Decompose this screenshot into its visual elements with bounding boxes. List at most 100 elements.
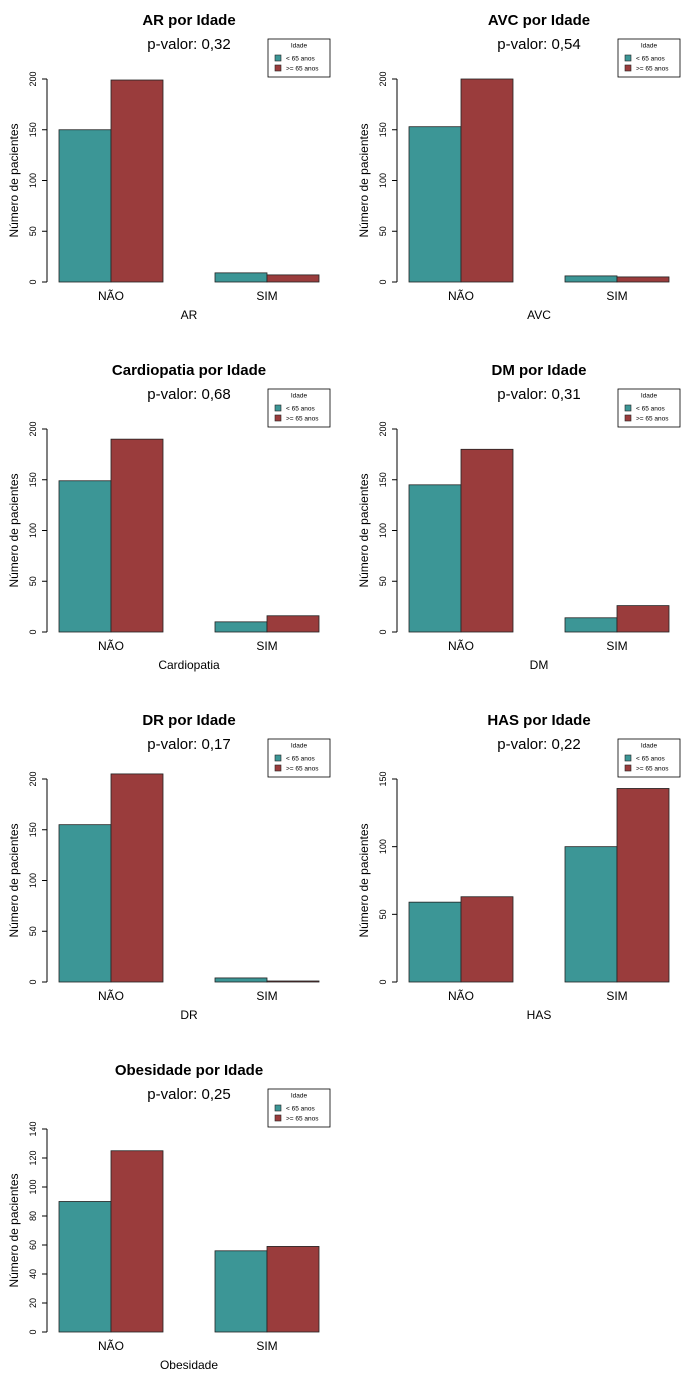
legend-label: < 65 anos: [636, 756, 665, 763]
legend: Idade < 65 anos >= 65 anos: [267, 1088, 331, 1128]
chart-panel-6: Obesidade por Idade p-valor: 0,25 0 20 40 60 8…: [7, 1062, 331, 1372]
legend-label: >= 65 anos: [636, 416, 669, 423]
y-tick-label: 100: [28, 173, 38, 188]
legend: Idade < 65 anos >= 65 anos: [617, 738, 681, 778]
y-tick-label: 50: [378, 576, 388, 586]
chart-title: DM por Idade: [491, 362, 586, 379]
legend: Idade < 65 anos >= 65 anos: [267, 388, 331, 428]
y-axis-label: Número de pacientes: [357, 823, 371, 937]
x-axis-label: AR: [181, 308, 198, 322]
x-tick-label: SIM: [606, 989, 627, 1003]
y-tick-label: 0: [28, 279, 38, 284]
bar-over-65-0: [110, 79, 164, 283]
y-tick-label: 140: [28, 1121, 38, 1136]
legend-title: Idade: [291, 393, 308, 400]
y-tick-label: 100: [28, 1179, 38, 1194]
y-tick-label: 0: [378, 979, 388, 984]
bar-over-65-0: [110, 438, 164, 633]
y-tick-label: 40: [28, 1269, 38, 1279]
legend-title: Idade: [291, 1093, 308, 1100]
y-tick-label: 120: [28, 1150, 38, 1165]
x-axis-label: DM: [530, 658, 549, 672]
y-tick-label: 0: [378, 629, 388, 634]
legend: Idade < 65 anos >= 65 anos: [267, 38, 331, 78]
y-axis-label: Número de pacientes: [7, 473, 21, 587]
y-tick-label: 50: [28, 226, 38, 236]
y-tick-label: 60: [28, 1240, 38, 1250]
y-tick-label: 100: [378, 839, 388, 854]
legend-label: >= 65 anos: [286, 66, 319, 73]
bar-under-65-1: [564, 617, 618, 633]
bar-over-65-0: [110, 773, 164, 983]
chart-subtitle: p-valor: 0,25: [147, 1086, 230, 1103]
legend-label: < 65 anos: [286, 406, 315, 413]
chart-title: HAS por Idade: [487, 712, 590, 729]
x-tick-label: NÃO: [448, 289, 474, 303]
x-axis-label: Obesidade: [160, 1358, 218, 1372]
legend-swatch: [274, 64, 282, 72]
x-tick-label: SIM: [256, 639, 277, 653]
chart-subtitle: p-valor: 0,31: [497, 386, 580, 403]
y-tick-label: 0: [378, 279, 388, 284]
legend-title: Idade: [291, 743, 308, 750]
chart-subtitle: p-valor: 0,22: [497, 736, 580, 753]
x-tick-label: SIM: [606, 639, 627, 653]
x-tick-label: SIM: [606, 289, 627, 303]
y-axis-label: Número de pacientes: [357, 123, 371, 237]
y-tick-label: 200: [378, 421, 388, 436]
y-tick-label: 100: [378, 523, 388, 538]
x-tick-label: SIM: [256, 989, 277, 1003]
y-tick-label: 150: [378, 472, 388, 487]
y-tick-label: 0: [28, 979, 38, 984]
x-tick-label: NÃO: [98, 639, 124, 653]
bar-under-65-1: [564, 275, 618, 283]
chart-panel-5: HAS por Idade p-valor: 0,22 0 50 100 150 Númer…: [357, 712, 681, 1022]
bar-under-65-0: [408, 901, 462, 983]
legend-title: Idade: [641, 393, 658, 400]
y-tick-label: 100: [378, 173, 388, 188]
legend-label: >= 65 anos: [636, 766, 669, 773]
x-tick-label: NÃO: [98, 989, 124, 1003]
bar-over-65-1: [266, 615, 320, 633]
y-tick-label: 50: [378, 226, 388, 236]
legend-swatch: [274, 754, 282, 762]
chart-subtitle: p-valor: 0,32: [147, 36, 230, 53]
legend: Idade < 65 anos >= 65 anos: [617, 388, 681, 428]
y-axis-label: Número de pacientes: [357, 473, 371, 587]
legend-swatch: [274, 414, 282, 422]
bar-over-65-0: [110, 1150, 164, 1333]
y-tick-label: 150: [378, 771, 388, 786]
legend-title: Idade: [291, 43, 308, 50]
bar-under-65-0: [58, 129, 112, 283]
bar-under-65-1: [214, 977, 268, 983]
x-axis-label: AVC: [527, 308, 551, 322]
legend: Idade < 65 anos >= 65 anos: [617, 38, 681, 78]
legend-swatch: [274, 1104, 282, 1112]
bar-under-65-0: [408, 126, 462, 283]
chart-title: Obesidade por Idade: [115, 1062, 263, 1079]
y-tick-label: 150: [378, 122, 388, 137]
y-tick-label: 200: [28, 71, 38, 86]
legend-label: >= 65 anos: [286, 416, 319, 423]
legend-swatch: [274, 1114, 282, 1122]
bar-under-65-1: [214, 621, 268, 633]
x-tick-label: NÃO: [448, 989, 474, 1003]
bar-over-65-0: [460, 78, 514, 283]
x-axis-label: HAS: [527, 1008, 552, 1022]
bar-under-65-1: [214, 1250, 268, 1333]
y-tick-label: 150: [28, 822, 38, 837]
chart-panel-0: AR por Idade p-valor: 0,32 0 50 100 150 200 Núm…: [7, 12, 331, 322]
bar-under-65-0: [58, 480, 112, 633]
legend-label: < 65 anos: [286, 756, 315, 763]
bar-over-65-1: [616, 276, 670, 283]
chart-title: DR por Idade: [142, 712, 235, 729]
bar-under-65-1: [564, 846, 618, 983]
x-axis-label: DR: [180, 1008, 198, 1022]
y-tick-label: 80: [28, 1211, 38, 1221]
bar-over-65-1: [616, 605, 670, 633]
y-axis-label: Número de pacientes: [7, 1173, 21, 1287]
y-axis-label: Número de pacientes: [7, 823, 21, 937]
y-tick-label: 200: [378, 71, 388, 86]
legend-swatch: [624, 404, 632, 412]
